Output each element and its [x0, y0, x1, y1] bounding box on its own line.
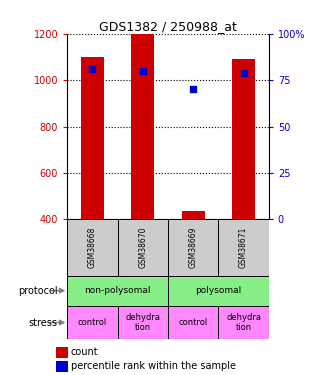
- Bar: [182, 211, 204, 219]
- Bar: [67, 219, 118, 276]
- Text: dehydra
tion: dehydra tion: [125, 313, 160, 332]
- Title: GDS1382 / 250988_at: GDS1382 / 250988_at: [99, 20, 237, 33]
- Bar: [118, 306, 168, 339]
- Text: non-polysomal: non-polysomal: [84, 286, 151, 295]
- Point: [241, 70, 246, 76]
- Text: count: count: [71, 347, 99, 357]
- Bar: [232, 59, 255, 219]
- Text: control: control: [179, 318, 208, 327]
- Text: GSM38669: GSM38669: [189, 227, 198, 268]
- Bar: [56, 361, 68, 372]
- Point: [191, 87, 196, 93]
- Bar: [168, 276, 269, 306]
- Bar: [67, 306, 118, 339]
- Text: protocol: protocol: [18, 286, 58, 296]
- Text: dehydra
tion: dehydra tion: [226, 313, 261, 332]
- Text: GSM38668: GSM38668: [88, 227, 97, 268]
- Point: [90, 66, 95, 72]
- Bar: [67, 276, 168, 306]
- Bar: [219, 219, 269, 276]
- Point: [140, 68, 145, 74]
- Text: percentile rank within the sample: percentile rank within the sample: [71, 362, 236, 371]
- Text: control: control: [78, 318, 107, 327]
- Text: GSM38670: GSM38670: [138, 227, 147, 268]
- Bar: [168, 306, 219, 339]
- Bar: [132, 34, 154, 219]
- Bar: [219, 306, 269, 339]
- Bar: [81, 57, 104, 219]
- Text: polysomal: polysomal: [195, 286, 242, 295]
- Text: GSM38671: GSM38671: [239, 227, 248, 268]
- Bar: [168, 219, 219, 276]
- Bar: [118, 219, 168, 276]
- Text: stress: stress: [28, 318, 58, 327]
- Bar: [56, 347, 68, 358]
